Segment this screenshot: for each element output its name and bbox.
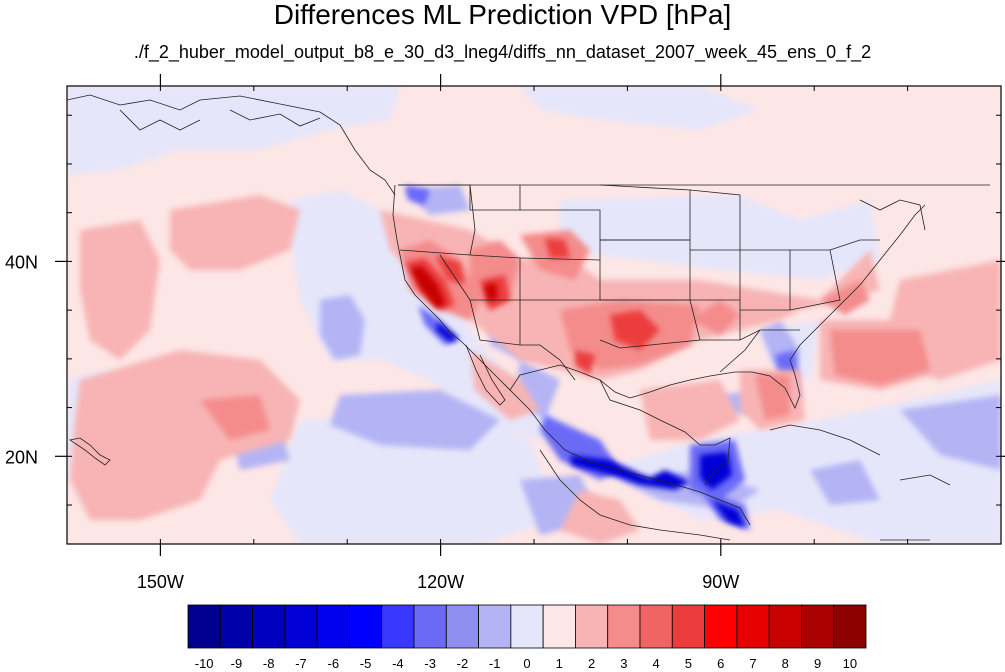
colorbar-label: 3 — [620, 656, 627, 671]
colorbar-swatch — [510, 604, 544, 649]
colorbar-label: 9 — [814, 656, 821, 671]
colorbar-label: 5 — [685, 656, 692, 671]
colorbar-swatch — [607, 604, 641, 649]
colorbar-swatch — [445, 604, 479, 649]
colorbar-swatch — [736, 604, 770, 649]
colorbar-swatch — [284, 604, 318, 649]
vpd-difference-field — [67, 86, 1001, 544]
colorbar-label: 8 — [782, 656, 789, 671]
colorbar-swatch — [801, 604, 835, 649]
colorbar-swatch — [575, 604, 609, 649]
colorbar-label: -9 — [231, 656, 243, 671]
colorbar: -10 -9 -8 -7 -6 -5 -4 -3 -2 -1 0 1 2 3 4 5 6 7 8 9 10 — [187, 604, 867, 671]
colorbar-label: -1 — [489, 656, 501, 671]
positive-extreme-regions — [410, 266, 498, 308]
colorbar-swatch — [381, 604, 415, 649]
colorbar-swatch — [704, 604, 738, 649]
colorbar-swatch — [639, 604, 673, 649]
map-axes: 150W 120W 90W 40N 20N — [5, 74, 1005, 592]
x-tick-label: 150W — [137, 572, 184, 592]
x-tick-label: 120W — [417, 572, 464, 592]
colorbar-label: 10 — [843, 656, 857, 671]
map-subtitle: ./f_2_huber_model_output_b8_e_30_d3_lneg… — [133, 42, 872, 62]
colorbar-swatch — [316, 604, 350, 649]
colorbar-label: 4 — [653, 656, 660, 671]
colorbar-swatch — [187, 604, 221, 649]
colorbar-label: -5 — [360, 656, 372, 671]
colorbar-swatch — [413, 604, 447, 649]
colorbar-label: 1 — [556, 656, 563, 671]
colorbar-swatch — [219, 604, 253, 649]
colorbar-swatch — [478, 604, 512, 649]
colorbar-label: -3 — [424, 656, 436, 671]
coastlines-and-borders — [67, 94, 990, 541]
colorbar-label: -10 — [195, 656, 214, 671]
colorbar-swatch — [349, 604, 383, 649]
colorbar-label: 6 — [717, 656, 724, 671]
colorbar-label: -4 — [392, 656, 404, 671]
colorbar-swatch — [542, 604, 576, 649]
x-tick-label: 90W — [702, 572, 739, 592]
y-tick-label: 40N — [5, 252, 38, 272]
colorbar-swatch — [252, 604, 286, 649]
colorbar-label: -6 — [328, 656, 340, 671]
map-title: Differences ML Prediction VPD [hPa] — [273, 0, 732, 30]
colorbar-swatch — [671, 604, 705, 649]
colorbar-label: 0 — [523, 656, 530, 671]
colorbar-label: 7 — [749, 656, 756, 671]
colorbar-swatch — [833, 604, 867, 649]
y-tick-label: 20N — [5, 447, 38, 467]
colorbar-label: -7 — [295, 656, 307, 671]
colorbar-label: -2 — [457, 656, 469, 671]
colorbar-label: -8 — [263, 656, 275, 671]
colorbar-swatch — [768, 604, 802, 649]
colorbar-label: 2 — [588, 656, 595, 671]
